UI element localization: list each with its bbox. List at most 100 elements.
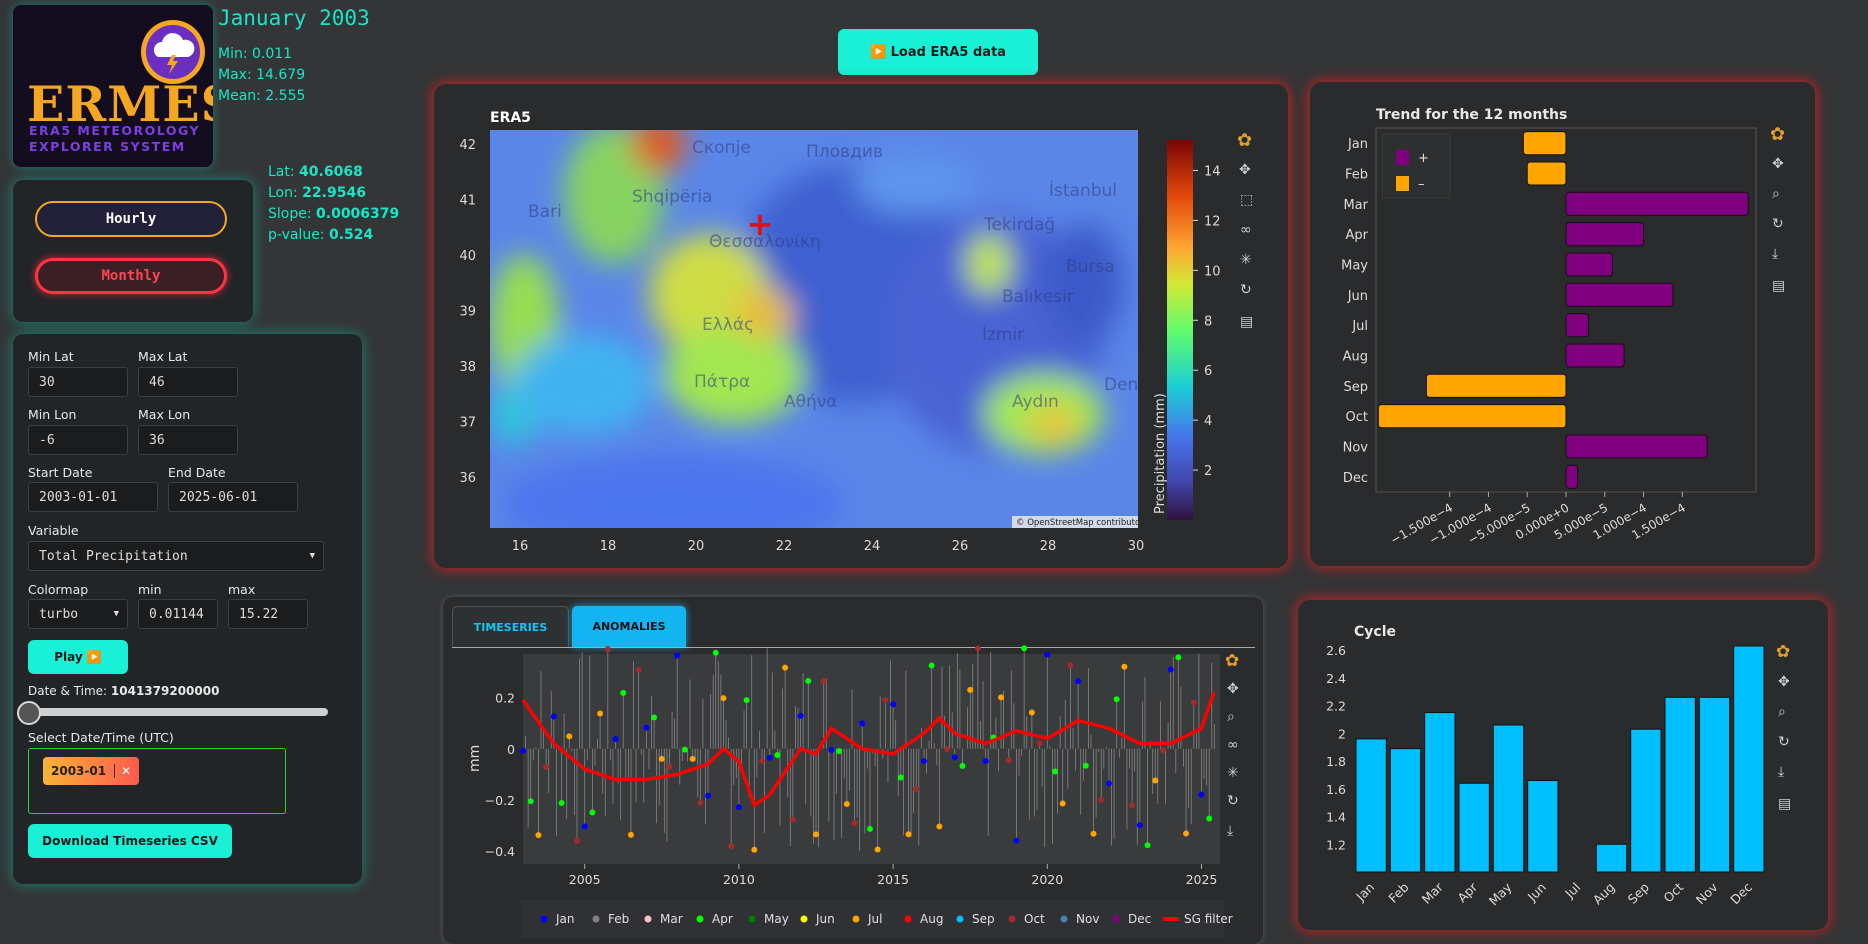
save-icon[interactable]: ⤓ — [1778, 764, 1784, 780]
cycle-bar-sep[interactable] — [1631, 729, 1661, 872]
anomaly-point[interactable] — [852, 820, 858, 826]
pan-icon[interactable]: ✥ — [1239, 162, 1251, 178]
cycle-bar-mar[interactable] — [1425, 713, 1455, 872]
anomaly-point[interactable] — [1052, 769, 1058, 775]
anomaly-point[interactable] — [582, 823, 588, 829]
bokeh-logo-icon[interactable]: ✿ — [1237, 130, 1252, 151]
anomaly-point[interactable] — [1175, 654, 1181, 660]
box-select-icon[interactable]: ⬚ — [1240, 192, 1253, 208]
anomaly-point[interactable] — [690, 756, 696, 762]
hourly-button[interactable]: Hourly — [35, 201, 227, 237]
anomaly-point[interactable] — [936, 824, 942, 830]
anomaly-point[interactable] — [813, 831, 819, 837]
anomaly-point[interactable] — [643, 725, 649, 731]
anomaly-point[interactable] — [1121, 664, 1127, 670]
anomaly-point[interactable] — [859, 720, 865, 726]
datetime-slider-track[interactable] — [28, 708, 328, 716]
anomaly-point[interactable] — [674, 653, 680, 659]
anomaly-point[interactable] — [620, 690, 626, 696]
anomaly-point[interactable] — [535, 832, 541, 838]
download-csv-button[interactable]: Download Timeseries CSV — [28, 824, 232, 858]
anomaly-point[interactable] — [998, 694, 1004, 700]
cycle-bar-dec[interactable] — [1734, 646, 1764, 872]
min-lon-input[interactable]: -6 — [28, 425, 128, 455]
anomaly-point[interactable] — [659, 756, 665, 762]
anomaly-point[interactable] — [751, 847, 757, 853]
anomaly-point[interactable] — [836, 748, 842, 754]
anomaly-point[interactable] — [1152, 778, 1158, 784]
cycle-bar-aug[interactable] — [1596, 844, 1626, 872]
anomaly-point[interactable] — [551, 713, 557, 719]
reset-icon[interactable]: ↻ — [1240, 282, 1252, 298]
anomaly-point[interactable] — [1098, 797, 1104, 803]
trend-bar-sep[interactable] — [1426, 374, 1566, 397]
end-date-input[interactable]: 2025-06-01 — [168, 482, 298, 512]
reset-icon[interactable]: ↻ — [1772, 216, 1784, 232]
anomaly-point[interactable] — [566, 733, 572, 739]
tap-icon[interactable]: ✳ — [1240, 252, 1252, 268]
anomaly-point[interactable] — [828, 747, 834, 753]
trend-bar-apr[interactable] — [1566, 223, 1644, 246]
anomaly-point[interactable] — [913, 786, 919, 792]
load-era5-button[interactable]: ▶️ Load ERA5 data — [838, 29, 1038, 75]
max-lon-input[interactable]: 36 — [138, 425, 238, 455]
anomaly-point[interactable] — [728, 843, 734, 849]
anomaly-point[interactable] — [975, 645, 981, 651]
anomaly-point[interactable] — [774, 752, 780, 758]
tap-icon[interactable]: ✳ — [1227, 765, 1239, 781]
anomaly-point[interactable] — [805, 678, 811, 684]
anomaly-point[interactable] — [736, 804, 742, 810]
trend-bar-dec[interactable] — [1566, 465, 1578, 488]
pan-icon[interactable]: ✥ — [1778, 674, 1790, 690]
max-lat-input[interactable]: 46 — [138, 367, 238, 397]
anomaly-point[interactable] — [844, 801, 850, 807]
anomaly-point[interactable] — [636, 667, 642, 673]
anomaly-point[interactable] — [1129, 802, 1135, 808]
zoom-icon[interactable]: ⌕ — [1772, 186, 1780, 202]
zoom-icon[interactable]: ⌕ — [1778, 704, 1786, 720]
trend-bar-may[interactable] — [1566, 253, 1613, 276]
start-date-input[interactable]: 2003-01-01 — [28, 482, 158, 512]
cycle-bar-nov[interactable] — [1699, 697, 1729, 872]
anomaly-point[interactable] — [921, 758, 927, 764]
anomaly-point[interactable] — [882, 697, 888, 703]
anomaly-point[interactable] — [821, 678, 827, 684]
anomaly-point[interactable] — [759, 758, 765, 764]
trend-bar-jan[interactable] — [1523, 132, 1566, 155]
anomaly-point[interactable] — [705, 793, 711, 799]
anomaly-point[interactable] — [713, 650, 719, 656]
anomaly-point[interactable] — [1191, 700, 1197, 706]
anomaly-point[interactable] — [1160, 747, 1166, 753]
anomaly-point[interactable] — [1198, 792, 1204, 798]
anomaly-point[interactable] — [890, 701, 896, 707]
anomaly-point[interactable] — [1137, 822, 1143, 828]
pan-icon[interactable]: ✥ — [1227, 681, 1239, 697]
anomaly-point[interactable] — [605, 646, 611, 652]
cycle-bar-may[interactable] — [1493, 725, 1523, 872]
anomaly-point[interactable] — [1044, 652, 1050, 658]
anomaly-point[interactable] — [959, 763, 965, 769]
reset-icon[interactable]: ↻ — [1778, 734, 1790, 750]
map-attribution[interactable]: © OpenStreetMap contributors — [1016, 518, 1149, 528]
colormap-select[interactable]: turbo ▼ — [28, 599, 128, 629]
anomaly-point[interactable] — [1114, 696, 1120, 702]
save-icon[interactable]: ⤓ — [1227, 823, 1233, 839]
cycle-bar-jun[interactable] — [1528, 780, 1558, 872]
play-button[interactable]: Play ▶️ — [28, 640, 128, 674]
anomaly-point[interactable] — [790, 817, 796, 823]
datetime-slider-handle[interactable] — [17, 701, 41, 725]
anomaly-point[interactable] — [1183, 831, 1189, 837]
anomaly-point[interactable] — [1075, 678, 1081, 684]
anomaly-point[interactable] — [944, 746, 950, 752]
variable-select[interactable]: Total Precipitation ▼ — [28, 541, 324, 571]
cycle-bar-oct[interactable] — [1665, 697, 1695, 872]
anomaly-point[interactable] — [744, 697, 750, 703]
lasso-icon[interactable]: ∞ — [1240, 222, 1252, 238]
hover-icon[interactable]: ▤ — [1778, 796, 1791, 812]
trend-bar-oct[interactable] — [1378, 405, 1566, 428]
anomaly-point[interactable] — [767, 755, 773, 761]
zoom-icon[interactable]: ⌕ — [1227, 709, 1235, 725]
anomaly-point[interactable] — [867, 826, 873, 832]
anomaly-point[interactable] — [1145, 842, 1151, 848]
min-lat-input[interactable]: 30 — [28, 367, 128, 397]
